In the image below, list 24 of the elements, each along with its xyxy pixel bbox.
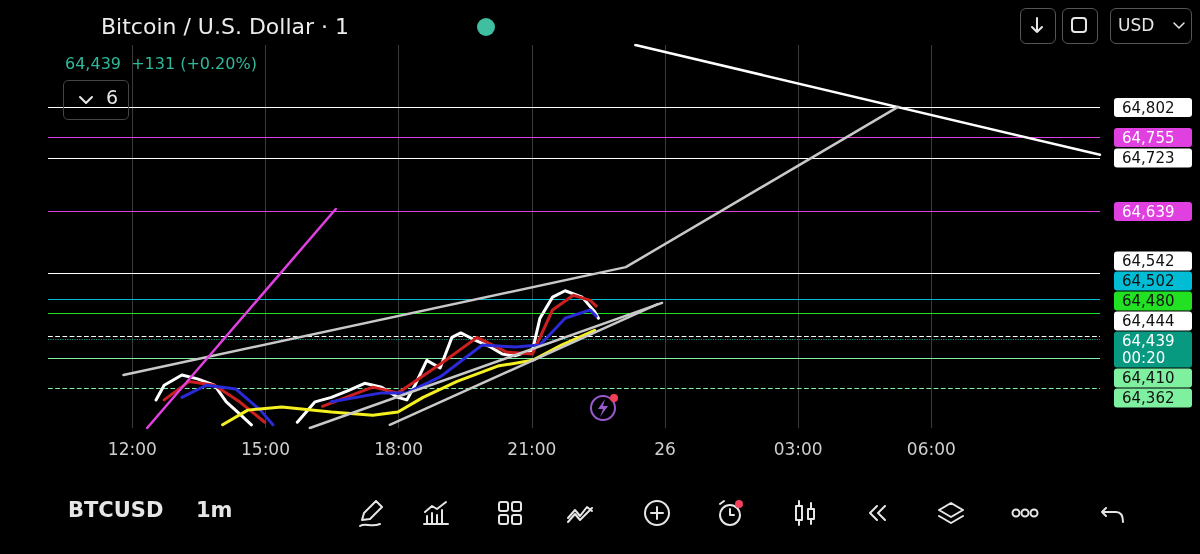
ref-line-label: 64,502	[1122, 272, 1175, 291]
ref-line-label: 64,755	[1122, 128, 1175, 147]
text: 64,439 +131 (+0.20%)	[65, 53, 257, 73]
ref-line-label: 64,444	[1122, 312, 1175, 331]
ref-line-label: 64,439 00:20	[1122, 332, 1175, 368]
chart-title: Bitcoin / U.S. Dollar · 1	[101, 13, 350, 39]
ref-line-label: 64,480	[1122, 292, 1175, 311]
ref-line-label: 64,723	[1122, 148, 1175, 167]
ref-line-label: 64,542	[1122, 252, 1175, 271]
text: USD	[1118, 15, 1155, 35]
x-tick-label: 03:00	[773, 438, 823, 459]
x-tick-label: 06:00	[906, 438, 956, 459]
text: BTCUSD	[68, 498, 164, 522]
x-tick-label: 12:00	[107, 438, 157, 459]
x-tick-label: 21:00	[507, 438, 557, 459]
ref-line-label: 64,410	[1122, 369, 1175, 388]
x-tick-label: 15:00	[241, 438, 290, 459]
x-tick-label: 26	[654, 438, 676, 459]
x-tick-label: 18:00	[374, 438, 424, 459]
annotation: 6	[106, 86, 119, 108]
text: 1m	[196, 498, 233, 522]
ref-line-label: 64,639	[1122, 202, 1175, 221]
ref-line-label: 64,362	[1122, 389, 1175, 408]
ref-line-label: 64,802	[1122, 98, 1175, 117]
